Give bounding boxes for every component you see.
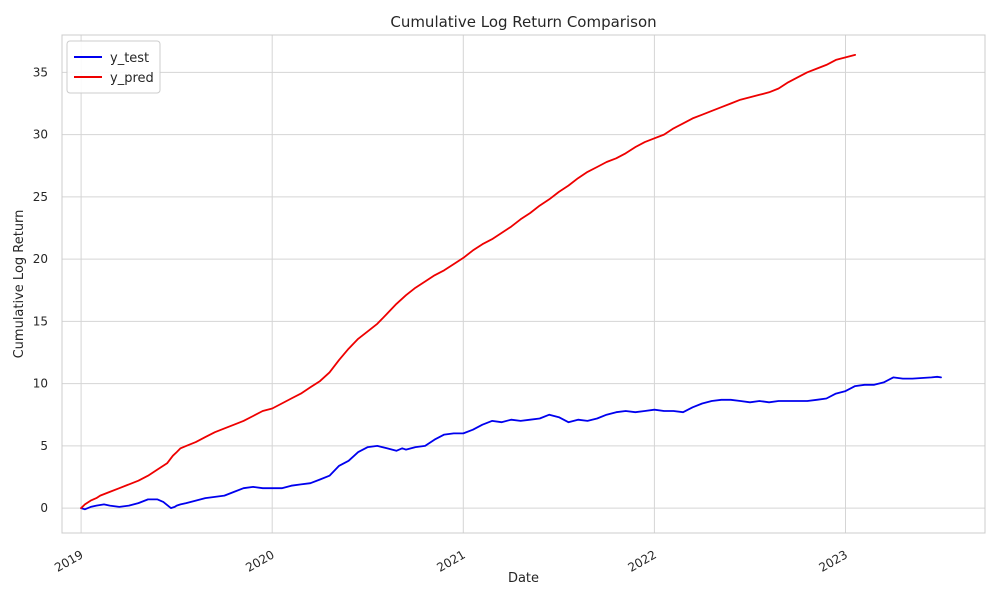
y-tick-label: 25 <box>33 190 48 204</box>
y-tick-label: 15 <box>33 314 48 328</box>
y-tick-label: 35 <box>33 65 48 79</box>
y-tick-label: 30 <box>33 128 48 142</box>
y-tick-label: 5 <box>40 439 48 453</box>
y-tick-label: 20 <box>33 252 48 266</box>
legend-items: y_test y_pred <box>74 51 154 86</box>
x-axis-title: Date <box>508 571 539 586</box>
series-line-y-test <box>80 375 942 511</box>
chart-title: Cumulative Log Return Comparison <box>390 13 656 31</box>
y-tick-label: 0 <box>40 501 48 515</box>
plot-frame <box>61 34 986 534</box>
y-tick-label: 10 <box>33 377 48 391</box>
legend: y_test y_pred <box>66 40 161 94</box>
grid-layer <box>62 35 985 533</box>
y-axis-title: Cumulative Log Return <box>12 210 27 359</box>
series-layer <box>80 54 942 511</box>
legend-label-y-test: y_test <box>110 51 149 66</box>
legend-box <box>66 40 161 94</box>
legend-label-y-pred: y_pred <box>110 71 154 86</box>
series-line-y-pred <box>80 54 856 510</box>
